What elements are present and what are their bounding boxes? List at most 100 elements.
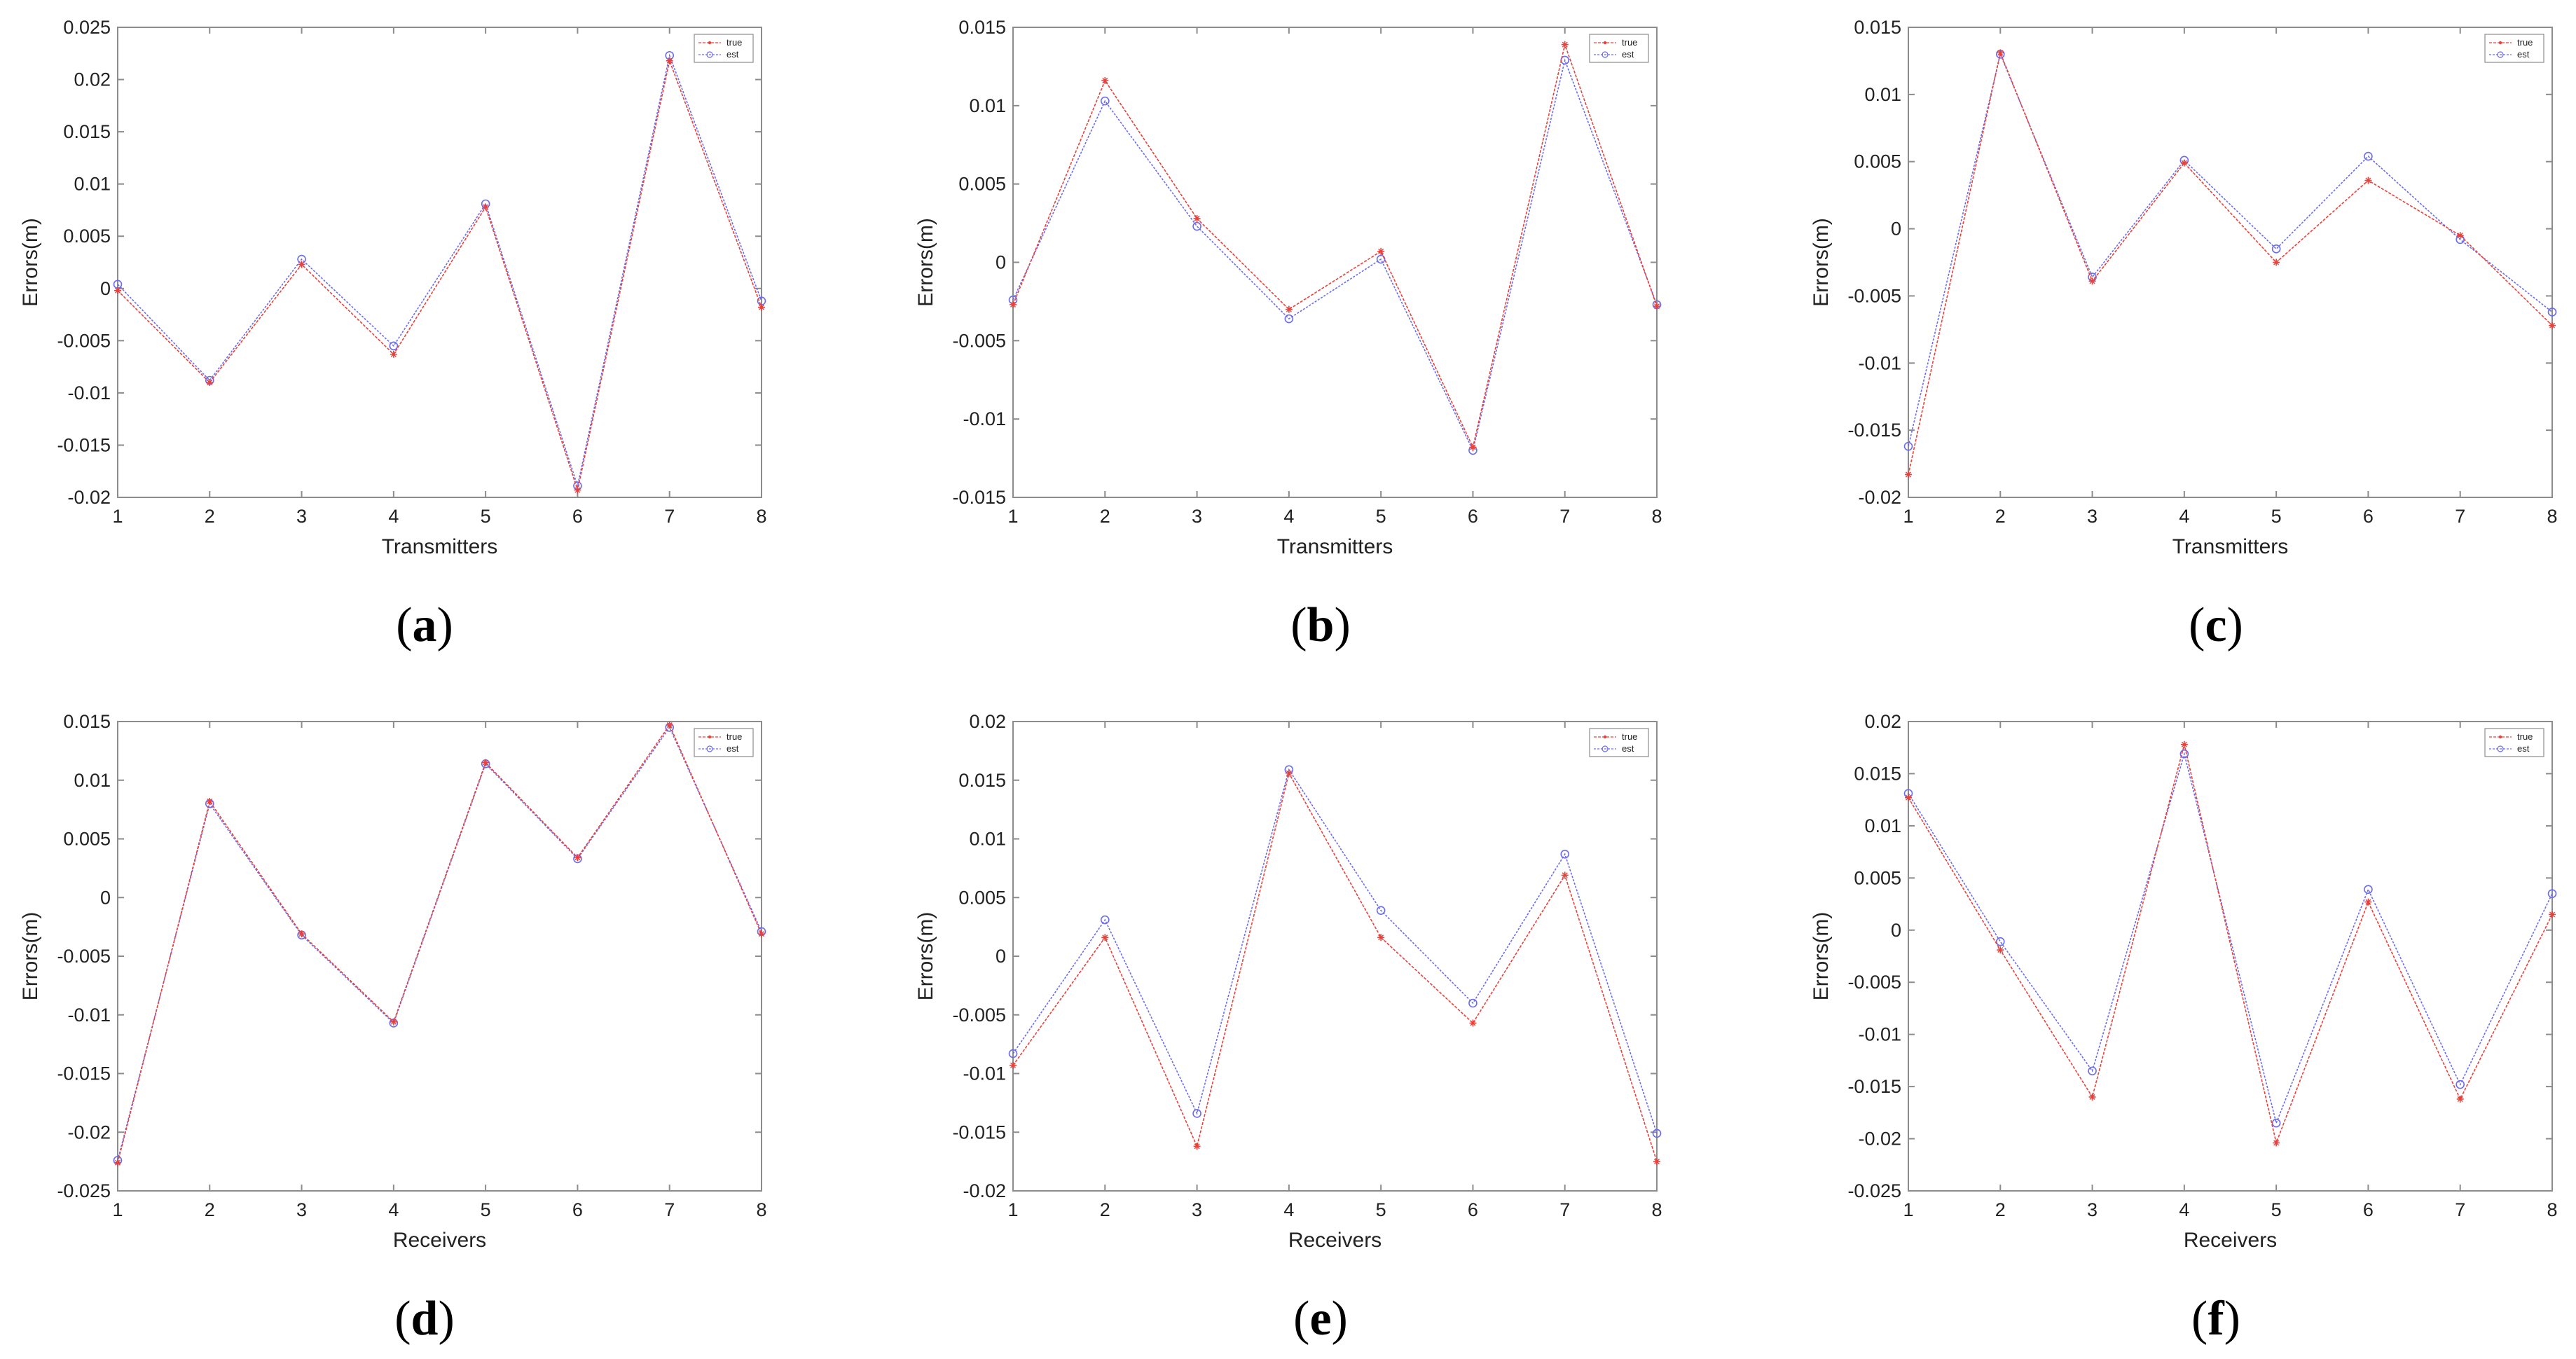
x-tick-label: 3 xyxy=(1192,506,1202,527)
x-tick-label: 5 xyxy=(2271,1199,2282,1220)
y-tick-label: 0.01 xyxy=(74,174,111,195)
y-tick-label: 0.005 xyxy=(958,887,1006,908)
marker-stroke xyxy=(759,304,764,310)
chart-panel-e: 1 2 3 4 5 6 7 8 -0.02 -0.015 -0.01 -0.005 0 0.005 0.01… xyxy=(914,711,1662,1346)
data-point-est xyxy=(2271,1118,2281,1128)
marker-stroke xyxy=(2273,1140,2280,1146)
data-point-true xyxy=(206,378,214,386)
data-point-est xyxy=(389,341,399,351)
legend-marker-true xyxy=(708,735,712,739)
data-point-true xyxy=(298,261,305,268)
y-tick-label: 0.005 xyxy=(958,174,1006,195)
data-point-est xyxy=(2364,885,2373,895)
y-axis-title: Errors(m) xyxy=(1810,218,1833,307)
x-tick-label: 4 xyxy=(2179,1199,2189,1220)
data-point-true xyxy=(1101,934,1109,941)
y-tick-label: 0.015 xyxy=(958,17,1006,38)
marker-stroke xyxy=(115,287,120,294)
legend-label-true: true xyxy=(1622,731,1637,742)
data-point-true xyxy=(666,57,673,64)
data-point-true xyxy=(758,930,765,938)
plot-area xyxy=(1012,721,1658,1192)
marker-stroke xyxy=(1286,770,1292,776)
legend-marker-true xyxy=(2498,735,2502,739)
y-tick-label: -0.015 xyxy=(1847,420,1901,441)
x-tick-label: 8 xyxy=(756,1199,766,1220)
data-point-true xyxy=(1193,214,1201,222)
marker-stroke xyxy=(2549,322,2555,329)
series-line-est xyxy=(1012,58,1658,453)
data-point-true xyxy=(482,759,490,766)
marker-stroke xyxy=(1654,1159,1660,1165)
data-point-est xyxy=(2179,749,2189,759)
x-tick-label: 7 xyxy=(1559,1199,1570,1220)
x-tick-label: 2 xyxy=(1100,1199,1110,1220)
data-point-true xyxy=(1905,471,1912,478)
data-point-true xyxy=(1010,1061,1017,1069)
marker-stroke xyxy=(1378,934,1384,941)
series-line-est xyxy=(1012,768,1658,1134)
legend-marker-true xyxy=(1603,735,1607,739)
legend-marker-true xyxy=(1603,41,1607,45)
y-tick-label: -0.025 xyxy=(57,1180,111,1201)
legend-box xyxy=(694,34,754,63)
x-tick-label: 4 xyxy=(2179,506,2189,527)
marker-stroke xyxy=(2457,1096,2463,1102)
marker-stroke xyxy=(1562,872,1568,878)
x-axis-title: Receivers xyxy=(393,1229,486,1252)
x-tick-label: 1 xyxy=(112,1199,123,1220)
series-line-true xyxy=(1012,42,1658,449)
x-tick-label: 3 xyxy=(296,506,307,527)
y-tick-label: -0.025 xyxy=(1847,1180,1901,1201)
chart-panel-b: 1 2 3 4 5 6 7 8 -0.015 -0.01 -0.005 0 0.005 0.01 0.015… xyxy=(914,17,1662,652)
legend-box xyxy=(1589,728,1649,757)
x-tick-label: 4 xyxy=(388,506,399,527)
x-tick-label: 7 xyxy=(664,1199,675,1220)
data-point-true xyxy=(1377,247,1385,255)
x-tick-label: 3 xyxy=(2087,1199,2098,1220)
data-point-est xyxy=(2364,151,2373,161)
data-point-true xyxy=(758,303,765,311)
marker-stroke xyxy=(2273,259,2280,265)
x-tick-label: 3 xyxy=(2087,506,2098,527)
marker-stroke xyxy=(1997,947,2004,953)
marker-stroke xyxy=(1378,248,1384,254)
data-point-true xyxy=(1905,794,1912,801)
data-point-true xyxy=(390,1018,397,1026)
data-point-est xyxy=(1192,221,1201,231)
legend-label-est: est xyxy=(1622,743,1634,754)
y-tick-label: 0.015 xyxy=(63,711,111,732)
marker-stroke xyxy=(1010,301,1016,308)
legend-marker-est xyxy=(706,51,713,58)
series-line-est xyxy=(1908,752,2553,1125)
y-tick-label: -0.02 xyxy=(963,1180,1006,1201)
x-axis-title: Receivers xyxy=(2184,1229,2277,1252)
data-point-true xyxy=(2549,322,2556,329)
marker-stroke xyxy=(2365,899,2371,905)
marker-stroke xyxy=(298,931,305,937)
data-point-true xyxy=(1997,49,2004,57)
x-tick-label: 6 xyxy=(572,506,583,527)
y-tick-label: -0.02 xyxy=(1858,487,1901,508)
y-tick-label: -0.01 xyxy=(963,1063,1006,1084)
marker-stroke xyxy=(666,57,673,64)
series-line-true xyxy=(1012,771,1658,1162)
y-tick-label: 0.02 xyxy=(969,711,1006,732)
marker-stroke xyxy=(2181,160,2187,166)
marker-stroke xyxy=(1906,794,1911,801)
legend-label-true: true xyxy=(2517,37,2533,48)
x-tick-label: 1 xyxy=(1903,1199,1913,1220)
x-tick-label: 1 xyxy=(1903,506,1913,527)
marker-stroke xyxy=(759,931,764,937)
marker-stroke xyxy=(1194,215,1200,221)
x-tick-label: 5 xyxy=(2271,506,2282,527)
x-tick-label: 1 xyxy=(1007,506,1018,527)
marker-stroke xyxy=(666,722,673,729)
data-point-est xyxy=(1100,915,1110,925)
data-point-true xyxy=(1469,443,1477,451)
x-tick-label: 8 xyxy=(756,506,766,527)
data-point-true xyxy=(2456,232,2464,240)
